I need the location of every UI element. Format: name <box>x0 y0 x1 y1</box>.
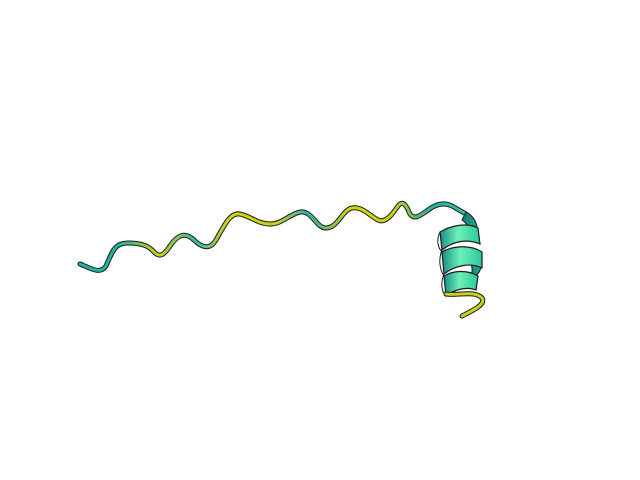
c-terminal-tail-outline <box>443 291 486 319</box>
coil-strand <box>78 201 468 272</box>
helix-front-turn-2 <box>441 246 483 276</box>
c-terminal-tail <box>444 292 485 318</box>
helix-front-turn-1 <box>439 224 481 252</box>
